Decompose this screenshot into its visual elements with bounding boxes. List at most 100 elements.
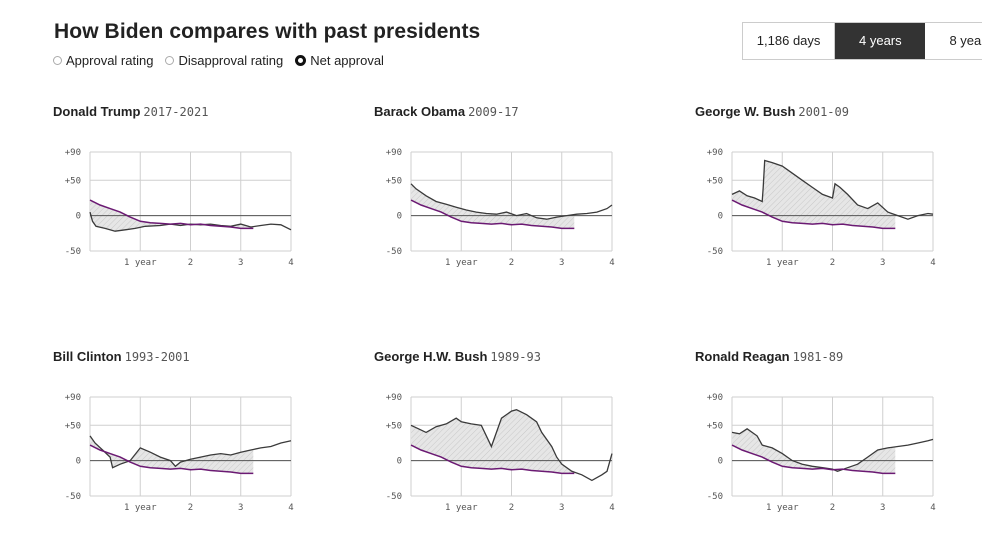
biden-series-line xyxy=(89,444,254,475)
difference-area xyxy=(90,435,254,474)
y-tick-label: +90 xyxy=(65,393,81,403)
chart-panel-gw-bush: George W. Bush 2001-09 +90 +50 0 -50 1 year 2 3… xyxy=(695,104,955,279)
range-button-days[interactable]: 1,186 days xyxy=(743,23,836,59)
y-tick-label: +90 xyxy=(707,393,723,403)
x-tick-label: 4 xyxy=(288,258,293,268)
x-tick-label: 3 xyxy=(880,258,885,268)
y-tick-label: -50 xyxy=(386,247,402,257)
president-name: George H.W. Bush xyxy=(374,349,488,364)
x-tick-label: 3 xyxy=(880,503,885,513)
y-tick-label: -50 xyxy=(707,492,723,502)
radio-approval-indicator xyxy=(53,56,62,65)
difference-area xyxy=(411,409,575,474)
range-button-4-years[interactable]: 4 years xyxy=(835,23,926,59)
time-range-selector: 1,186 days 4 years 8 yea xyxy=(742,22,982,60)
president-series-line xyxy=(731,159,934,220)
chart-obama: +90 +50 0 -50 1 year 2 3 4 xyxy=(386,148,615,268)
president-series-line xyxy=(410,409,613,482)
y-tick-label: -50 xyxy=(65,492,81,502)
panel-title: Barack Obama 2009-17 xyxy=(374,104,519,119)
radio-net-approval[interactable]: Net approval xyxy=(295,53,384,68)
president-years: 1989-93 xyxy=(490,350,541,364)
x-tick-label: 1 year xyxy=(445,503,478,513)
y-tick-label: 0 xyxy=(718,457,723,467)
president-name: Donald Trump xyxy=(53,104,141,119)
chart-panel-obama: Barack Obama 2009-17 +90 +50 0 -50 1 year 2 3 4 xyxy=(374,104,634,279)
radio-net-approval-label: Net approval xyxy=(310,53,384,68)
x-tick-label: 4 xyxy=(609,258,614,268)
president-name: George W. Bush xyxy=(695,104,796,119)
panel-title: Bill Clinton 1993-2001 xyxy=(53,349,190,364)
chart-panel-hw-bush: George H.W. Bush 1989-93 +90 +50 0 -50 1 year… xyxy=(374,349,634,524)
chart-gw-bush: +90 +50 0 -50 1 year 2 3 4 xyxy=(707,148,936,268)
x-tick-label: 1 year xyxy=(124,258,157,268)
president-years: 1981-89 xyxy=(792,350,844,364)
x-tick-label: 2 xyxy=(188,258,193,268)
metric-selector: Approval rating Disapproval rating Net a… xyxy=(53,53,396,68)
y-tick-label: +50 xyxy=(707,421,723,431)
y-tick-label: +50 xyxy=(65,421,81,431)
page-title: How Biden compares with past presidents xyxy=(54,20,481,43)
president-name: Barack Obama xyxy=(374,104,466,119)
y-tick-label: -50 xyxy=(386,492,402,502)
biden-series-line xyxy=(410,444,575,475)
chart-clinton: +90 +50 0 -50 1 year 2 3 4 xyxy=(65,393,294,513)
y-tick-label: -50 xyxy=(707,247,723,257)
president-years: 2001-09 xyxy=(798,105,849,119)
panel-title: Ronald Reagan 1981-89 xyxy=(695,349,843,364)
difference-area xyxy=(411,183,575,229)
y-tick-label: 0 xyxy=(76,457,81,467)
chart-panel-reagan: Ronald Reagan 1981-89 +90 +50 0 -50 1 year 2 3 4 xyxy=(695,349,955,524)
president-series-line xyxy=(410,183,613,220)
president-years: 2009-17 xyxy=(468,105,519,119)
president-years: 1993-2001 xyxy=(124,350,190,364)
x-tick-label: 3 xyxy=(559,258,564,268)
x-tick-label: 3 xyxy=(559,503,564,513)
chart-trump: +90 +50 0 -50 1 year 2 3 4 xyxy=(65,148,294,268)
x-tick-label: 2 xyxy=(830,503,835,513)
y-tick-label: +50 xyxy=(386,176,402,186)
x-tick-label: 4 xyxy=(930,258,935,268)
x-tick-label: 2 xyxy=(188,503,193,513)
chart-panel-trump: Donald Trump 2017-2021 +90 +50 0 -50 1 year 2 3… xyxy=(53,104,313,279)
president-name: Bill Clinton xyxy=(53,349,122,364)
chart-panel-clinton: Bill Clinton 1993-2001 +90 +50 0 -50 1 year 2 3… xyxy=(53,349,313,524)
panel-title: Donald Trump 2017-2021 xyxy=(53,104,208,119)
panel-title: George H.W. Bush 1989-93 xyxy=(374,349,541,364)
chart-hw-bush: +90 +50 0 -50 1 year 2 3 4 xyxy=(386,393,615,513)
panel-title: George W. Bush 2001-09 xyxy=(695,104,849,119)
chart-reagan: +90 +50 0 -50 1 year 2 3 4 xyxy=(707,393,936,513)
y-tick-label: 0 xyxy=(397,457,402,467)
difference-area xyxy=(732,160,896,229)
y-tick-label: +90 xyxy=(386,148,402,158)
y-tick-label: -50 xyxy=(65,247,81,257)
x-tick-label: 1 year xyxy=(124,503,157,513)
x-tick-label: 2 xyxy=(830,258,835,268)
radio-approval-label: Approval rating xyxy=(66,53,154,68)
radio-disapproval-indicator xyxy=(165,56,175,65)
president-name: Ronald Reagan xyxy=(695,349,790,364)
y-tick-label: 0 xyxy=(76,212,81,222)
president-years: 2017-2021 xyxy=(143,105,209,119)
y-tick-label: +50 xyxy=(386,421,402,431)
biden-series-line xyxy=(410,199,575,230)
radio-disapproval[interactable]: Disapproval rating xyxy=(165,53,283,68)
biden-series-line xyxy=(731,444,896,475)
x-tick-label: 2 xyxy=(509,258,514,268)
radio-net-approval-indicator xyxy=(295,55,307,66)
x-tick-label: 1 year xyxy=(766,258,799,268)
y-tick-label: 0 xyxy=(718,212,723,222)
biden-series-line xyxy=(89,199,254,230)
x-tick-label: 4 xyxy=(930,503,935,513)
y-tick-label: +90 xyxy=(707,148,723,158)
y-tick-label: 0 xyxy=(397,212,402,222)
y-tick-label: +90 xyxy=(65,148,81,158)
radio-disapproval-label: Disapproval rating xyxy=(178,53,284,68)
range-button-8-years[interactable]: 8 yea xyxy=(949,33,982,48)
x-tick-label: 2 xyxy=(509,503,514,513)
president-series-line xyxy=(89,435,292,469)
x-tick-label: 3 xyxy=(238,503,243,513)
x-tick-label: 1 year xyxy=(445,258,478,268)
y-tick-label: +50 xyxy=(65,176,81,186)
radio-approval[interactable]: Approval rating xyxy=(53,53,153,68)
